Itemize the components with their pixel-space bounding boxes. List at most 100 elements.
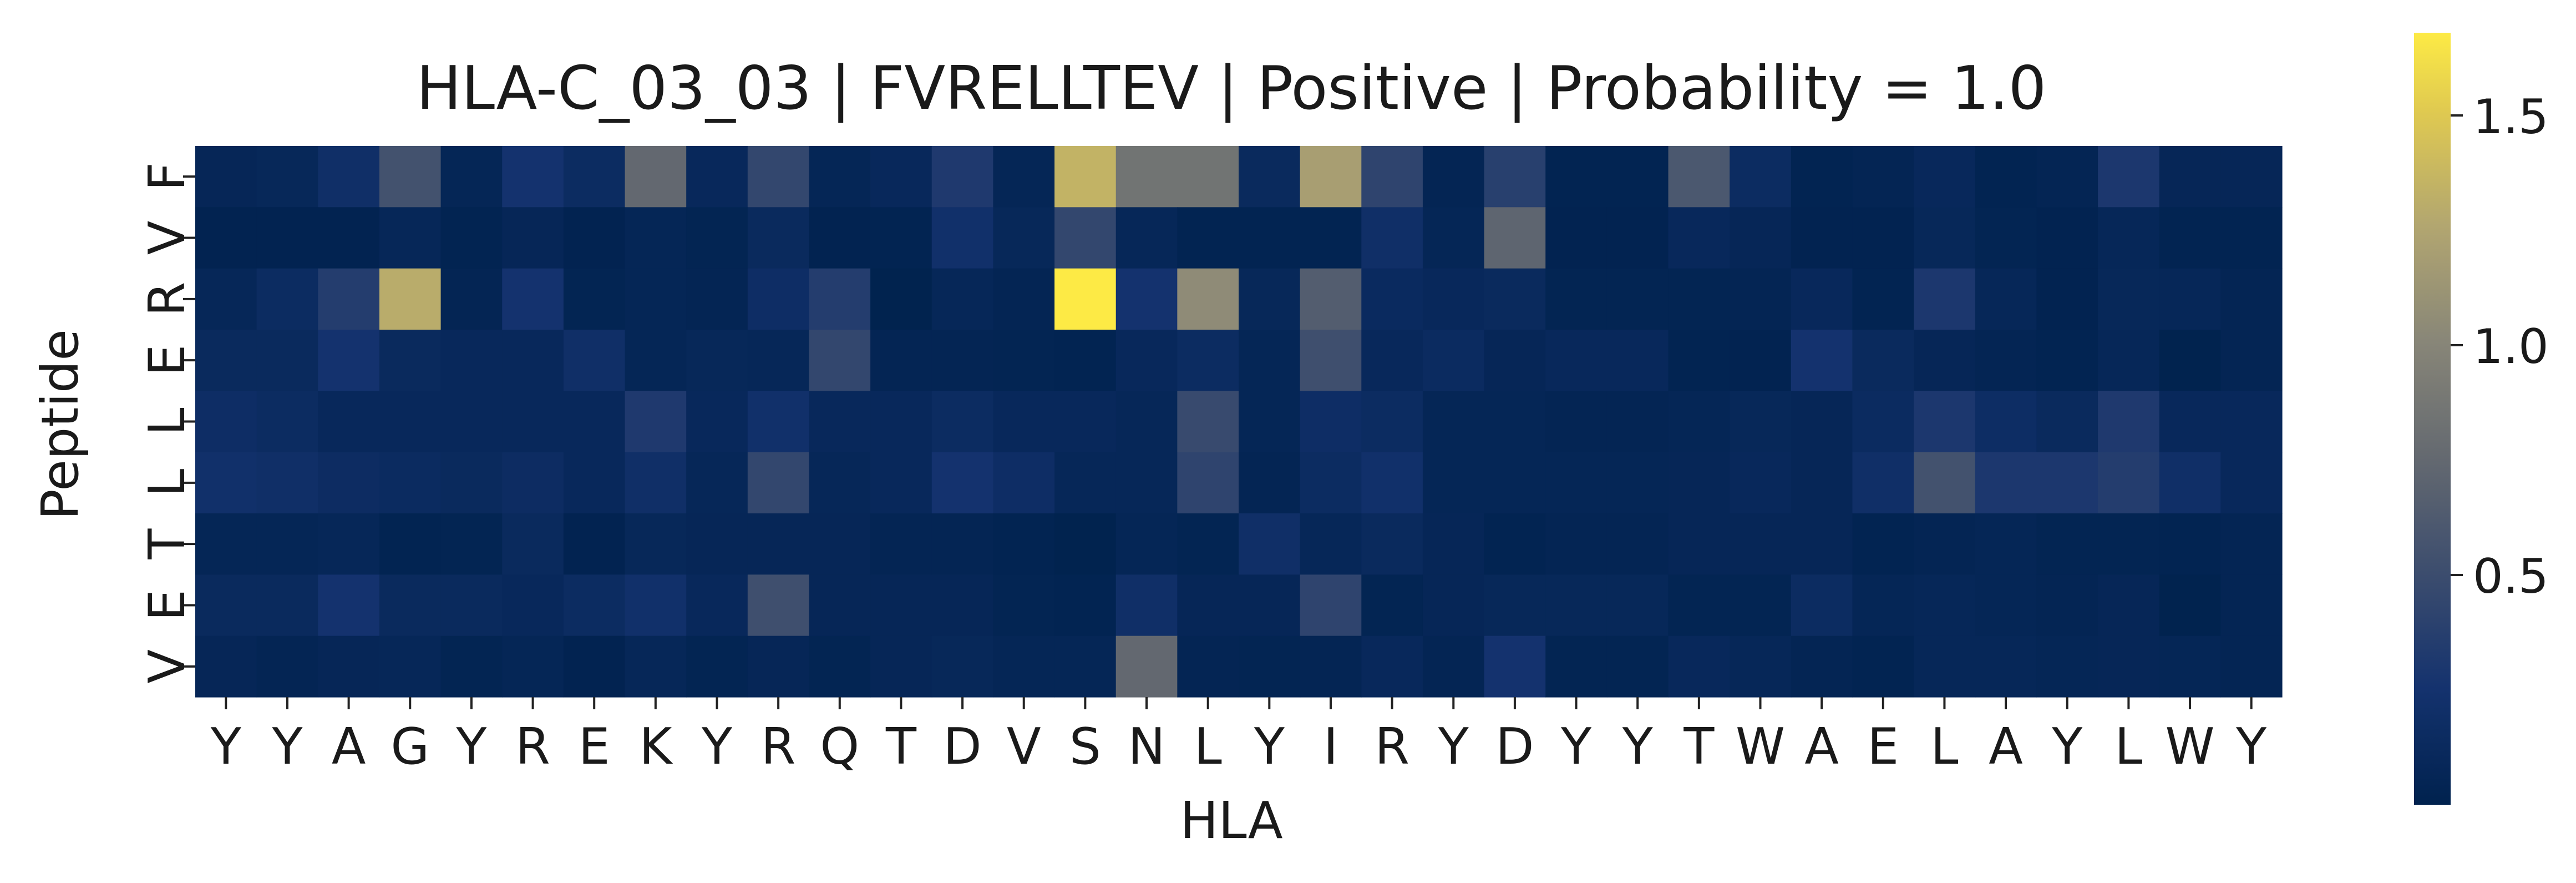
heatmap-cell [1975, 330, 2037, 391]
heatmap-cell [931, 330, 994, 391]
heatmap-cell [870, 268, 932, 330]
heatmap-cell [993, 207, 1055, 269]
heatmap-cell [1484, 207, 1546, 269]
heatmap-cell [1668, 391, 1730, 453]
heatmap-cell [379, 146, 442, 208]
heatmap-cell [1177, 635, 1239, 698]
y-tick-label: E [138, 589, 196, 621]
heatmap-cell [256, 391, 318, 453]
heatmap-cell [1975, 452, 2037, 514]
heatmap-cell [2159, 452, 2221, 514]
heatmap-cell [563, 391, 626, 453]
heatmap-cell [1177, 574, 1239, 637]
heatmap-cell [1606, 268, 1669, 330]
heatmap-cell [563, 574, 626, 637]
heatmap-cell [1054, 330, 1117, 391]
heatmap-cell [318, 574, 380, 637]
heatmap-cell [993, 452, 1055, 514]
heatmap-cell [1730, 452, 1792, 514]
heatmap-cell [1422, 330, 1485, 391]
colorbar-tick-label: 0.5 [2473, 549, 2549, 604]
heatmap-cell [2220, 452, 2283, 514]
heatmap-cell [1484, 574, 1546, 637]
x-tick-label: Y [1560, 718, 1592, 776]
heatmap-cell [1177, 330, 1239, 391]
heatmap-cell [1361, 330, 1423, 391]
heatmap-cell [1914, 268, 1976, 330]
heatmap-cell [1177, 391, 1239, 453]
heatmap-cell [625, 207, 687, 269]
heatmap-cell [195, 635, 257, 698]
heatmap-cell [1606, 330, 1669, 391]
heatmap-cell [1054, 207, 1117, 269]
heatmap-cell [1361, 207, 1423, 269]
heatmap-cell [1914, 635, 1976, 698]
colorbar [2414, 33, 2451, 805]
heatmap-cell [318, 146, 380, 208]
heatmap-cell [2220, 391, 2283, 453]
x-tick-label: Y [455, 718, 487, 776]
heatmap-cell [1730, 330, 1792, 391]
heatmap-cell [379, 574, 442, 637]
heatmap-cell [747, 146, 810, 208]
heatmap-cell [440, 268, 503, 330]
heatmap-cell [1115, 268, 1178, 330]
heatmap-cell [1545, 391, 1608, 453]
y-tick-label: L [138, 407, 196, 435]
heatmap-cell [2036, 268, 2098, 330]
heatmap-cell [1422, 207, 1485, 269]
heatmap-cell [1300, 452, 1362, 514]
heatmap-cell [195, 330, 257, 391]
heatmap-cell [440, 330, 503, 391]
heatmap-cell [2159, 574, 2221, 637]
heatmap-cell [747, 207, 810, 269]
heatmap-cell [256, 146, 318, 208]
heatmap-cell [1239, 574, 1301, 637]
heatmap-cell [1668, 513, 1730, 575]
heatmap-cell [440, 513, 503, 575]
heatmap-cell [1914, 513, 1976, 575]
heatmap-cell [2036, 513, 2098, 575]
x-tick-label: Y [701, 718, 733, 776]
heatmap-cell [993, 146, 1055, 208]
heatmap-cell [440, 207, 503, 269]
heatmap-cell [1668, 635, 1730, 698]
heatmap-cell [1422, 574, 1485, 637]
heatmap-cell [1422, 146, 1485, 208]
heatmap-cell [1054, 391, 1117, 453]
heatmap-cell [1730, 146, 1792, 208]
heatmap-cell [318, 268, 380, 330]
y-tick-label: T [138, 528, 196, 560]
heatmap-cell [502, 207, 564, 269]
heatmap-cell [1791, 330, 1853, 391]
heatmap-cell [625, 330, 687, 391]
heatmap-cell [1606, 635, 1669, 698]
heatmap-cell [1177, 452, 1239, 514]
heatmap-cell [931, 207, 994, 269]
heatmap-cell [502, 452, 564, 514]
heatmap-cell [1975, 574, 2037, 637]
heatmap-cell [1422, 268, 1485, 330]
x-tick-label: Y [1622, 718, 1654, 776]
x-tick-label: S [1069, 718, 1101, 776]
heatmap-cell [2220, 574, 2283, 637]
heatmap-cell [1606, 452, 1669, 514]
heatmap-cell [1239, 330, 1301, 391]
heatmap-cell [1115, 452, 1178, 514]
heatmap-cell [1054, 268, 1117, 330]
x-tick-label: V [1007, 718, 1041, 776]
heatmap-cell [993, 330, 1055, 391]
heatmap-cell [256, 268, 318, 330]
heatmap-cell [2098, 330, 2160, 391]
heatmap-cell [993, 513, 1055, 575]
heatmap-cell [870, 513, 932, 575]
heatmap-cell [1791, 391, 1853, 453]
y-tick-label: R [138, 282, 196, 317]
heatmap-cell [1852, 207, 1914, 269]
heatmap-cell [2159, 268, 2221, 330]
heatmap-cell [1361, 146, 1423, 208]
heatmap-cell [1730, 574, 1792, 637]
heatmap-cell [2098, 635, 2160, 698]
heatmap-cell [1361, 635, 1423, 698]
